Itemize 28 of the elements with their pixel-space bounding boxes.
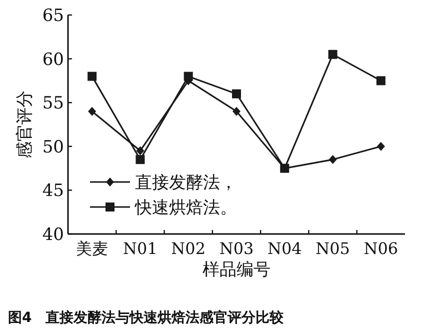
x-axis-title: 样品编号 (202, 260, 270, 280)
x-tick-label: N03 (219, 239, 254, 258)
y-tick-label: 45 (42, 181, 64, 202)
point (376, 76, 386, 86)
point (88, 72, 97, 81)
y-tick-label: 55 (42, 94, 64, 114)
y-axis-title: 感官评分 (15, 90, 35, 158)
point (232, 89, 241, 98)
x-tick-label: N04 (267, 239, 302, 258)
x-tick-label: N05 (316, 239, 350, 258)
x-tick-label: N02 (171, 239, 206, 258)
point (328, 50, 338, 59)
y-tick-label: 50 (42, 137, 64, 158)
caption: 图4 直接发酵法与快速烘焙法感官评分比较 (8, 309, 285, 326)
point (376, 142, 385, 151)
legend-label: 直接发酵法， (135, 173, 237, 193)
point (328, 155, 337, 164)
x-tick-label: 美麦 (76, 239, 108, 258)
x-tick-label: N01 (123, 239, 158, 258)
point (136, 146, 144, 156)
point (232, 106, 240, 116)
y-tick-label: 65 (42, 6, 64, 26)
point (88, 106, 96, 116)
x-tick-label: N06 (364, 239, 398, 258)
point (136, 155, 145, 164)
y-tick-label: 40 (42, 225, 64, 245)
y-tick-label: 60 (42, 50, 64, 70)
legend-label: 快速烘焙法。 (134, 198, 237, 218)
